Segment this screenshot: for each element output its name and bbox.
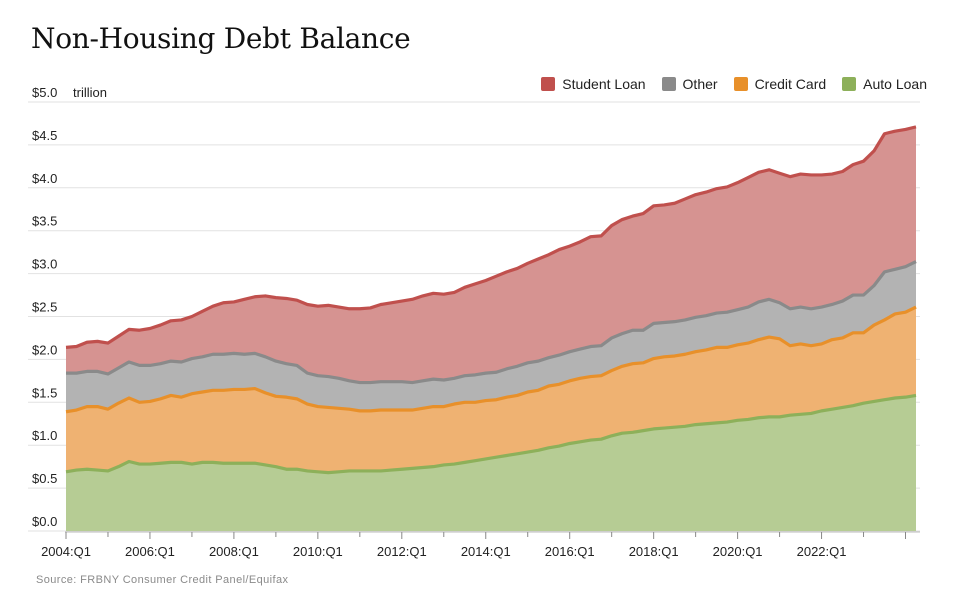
legend-label-auto-loan: Auto Loan	[863, 76, 927, 92]
line-auto-loan	[65, 393, 917, 475]
legend-swatch-credit-card	[733, 77, 748, 91]
line-credit-card	[65, 305, 917, 414]
legend-label-credit-card: Credit Card	[754, 76, 827, 92]
y-tick-label: $2.5	[32, 300, 57, 315]
chart-title: Non-Housing Debt Balance	[31, 22, 411, 55]
y-tick-label: $5.0	[32, 85, 57, 100]
y-tick-label: $3.5	[32, 214, 57, 229]
legend-label-other: Other	[682, 76, 718, 92]
y-tick-label: $1.0	[32, 428, 57, 443]
legend-item-credit-card[interactable]: Credit Card	[733, 76, 827, 92]
y-tick-label: $1.5	[32, 385, 57, 400]
line-student-loan	[65, 125, 917, 349]
area-student-loan	[66, 126, 916, 383]
area-other	[66, 261, 916, 412]
legend: Student Loan Other Credit Card Auto Loan	[541, 76, 927, 92]
y-tick-label: $4.5	[32, 128, 57, 143]
area-auto-loan	[66, 395, 916, 531]
legend-item-student-loan[interactable]: Student Loan	[541, 76, 646, 92]
x-tick-label: 2008:Q1	[209, 544, 259, 559]
y-tick-label: $0.0	[32, 514, 57, 529]
x-tick-label: 2020:Q1	[713, 544, 763, 559]
legend-label-student-loan: Student Loan	[562, 76, 646, 92]
y-tick-label: $2.0	[32, 342, 57, 357]
x-tick-label: 2012:Q1	[377, 544, 427, 559]
x-tick-label: 2016:Q1	[545, 544, 595, 559]
y-axis: $0.0 $0.5 $1.0 $1.5 $2.0 $2.5 $3.0 $3.5 $4.0 $4.5…	[32, 85, 107, 529]
y-tick-label: $4.0	[32, 171, 57, 186]
legend-item-other[interactable]: Other	[661, 76, 718, 92]
y-tick-label: $3.0	[32, 257, 57, 272]
legend-swatch-other	[661, 77, 676, 91]
x-tick-label: 2022:Q1	[797, 544, 847, 559]
stacked-areas	[66, 126, 916, 531]
x-tick-label: 2010:Q1	[293, 544, 343, 559]
source-note: Source: FRBNY Consumer Credit Panel/Equi…	[36, 574, 289, 586]
series-lines	[65, 125, 917, 475]
legend-swatch-auto-loan	[842, 77, 857, 91]
x-tick-label: 2018:Q1	[629, 544, 679, 559]
line-other	[66, 260, 917, 385]
x-tick-label: 2014:Q1	[461, 544, 511, 559]
y-tick-label: $0.5	[32, 471, 57, 486]
legend-swatch-student-loan	[541, 77, 556, 91]
x-tick-label: 2006:Q1	[125, 544, 175, 559]
x-axis: 2004:Q1 2006:Q1 2008:Q1 2010:Q1 2012:Q1 2014:…	[41, 531, 920, 559]
y-unit-label: trillion	[73, 85, 107, 100]
area-credit-card	[66, 307, 916, 473]
legend-item-auto-loan[interactable]: Auto Loan	[842, 76, 927, 92]
x-tick-label: 2004:Q1	[41, 544, 91, 559]
